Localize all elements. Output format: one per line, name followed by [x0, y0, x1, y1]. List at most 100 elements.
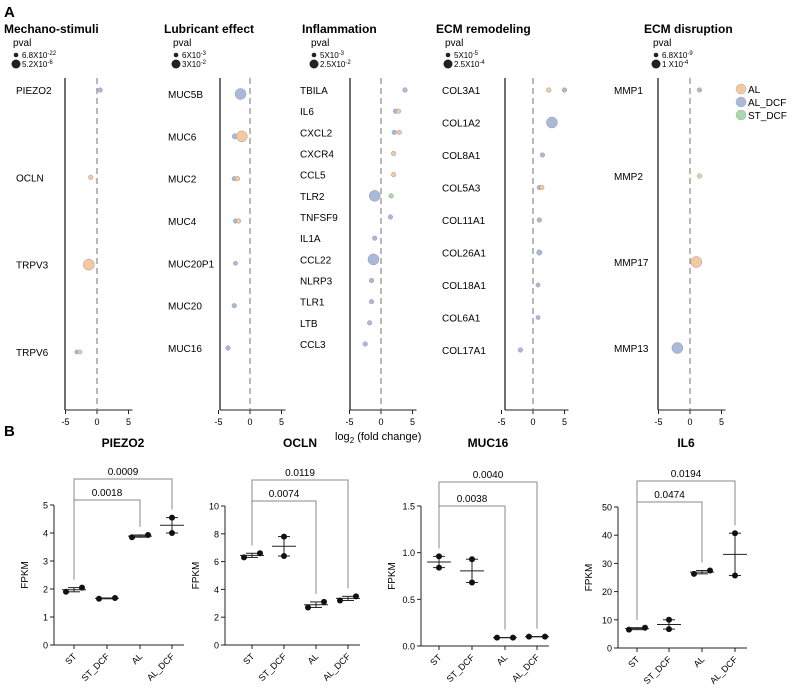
- y-axis-label: FPKM: [191, 562, 202, 590]
- data-point-st: [63, 588, 69, 595]
- gene-label: TRPV3: [16, 261, 49, 272]
- x-tick-label: AL: [130, 651, 145, 666]
- pval-size-small: [13, 52, 19, 58]
- gene-label: TRPV6: [16, 348, 49, 359]
- panel-title: Mechano-stimuli: [4, 22, 99, 36]
- bubble-col5a3-al: [539, 184, 545, 191]
- panel-title: ECM disruption: [644, 22, 733, 36]
- significance-bracket: [636, 501, 703, 620]
- x-tick-label: AL_DCF: [708, 654, 740, 686]
- fpkm-plot-il6: IL6 0 10 20 30 40 50 FPKM ST ST_DCF AL AL_DCF 0.0474…: [584, 436, 747, 686]
- gene-label: MUC4: [168, 217, 197, 228]
- x-axis-label: log2 (fold change): [335, 431, 421, 445]
- bubble-col3a1-al: [546, 87, 552, 93]
- data-point-st: [626, 626, 632, 633]
- y-tick-label: 0.5: [402, 595, 415, 605]
- bubble-ccl3-al_dcf: [362, 341, 368, 347]
- data-point-st_dcf: [666, 626, 672, 633]
- bubble-cxcr4-al: [391, 150, 397, 157]
- data-point-st: [257, 550, 263, 557]
- gene-label: COL11A1: [442, 216, 486, 227]
- data-point-al: [305, 604, 311, 611]
- x-tick-label: 0: [94, 417, 99, 427]
- y-tick-label: 5: [43, 501, 48, 511]
- gene-label: IL1A: [300, 234, 321, 245]
- x-tick-label: 5: [126, 417, 131, 427]
- p-value-label: 0.0038: [457, 494, 488, 505]
- gene-label: TNFSF9: [300, 213, 338, 224]
- panel-b-label: B: [4, 423, 15, 440]
- y-tick-label: 30: [602, 559, 612, 569]
- data-point-al_dcf: [542, 633, 548, 640]
- gene-label: CCL22: [300, 255, 332, 266]
- gene-label: MMP2: [614, 172, 643, 183]
- bubble-panel-inflammation: Inflammation pval 5X10-32.5X10-2 -5 0 5 TBILA I…: [300, 22, 417, 427]
- gene-label: CCL3: [300, 340, 326, 351]
- x-tick-label: -5: [497, 417, 505, 427]
- data-point-al_dcf: [169, 530, 175, 536]
- x-tick-label: AL_DCF: [145, 651, 177, 683]
- bubble-tlr2-al_dcf: [368, 190, 381, 202]
- gene-label: TLR2: [300, 192, 325, 203]
- x-tick-label: ST: [626, 654, 642, 670]
- p-value-label: 0.0194: [671, 469, 702, 480]
- gene-label: CXCR4: [300, 150, 334, 161]
- pval-large-label: 5.2X10-6: [22, 60, 53, 69]
- x-tick-label: ST_DCF: [445, 652, 477, 684]
- bubble-tlr2-st_dcf: [388, 193, 394, 199]
- x-tick-label: -5: [214, 417, 222, 427]
- data-point-st_dcf: [666, 616, 672, 623]
- bubble-tlr1-al_dcf: [369, 299, 375, 305]
- data-point-st_dcf: [112, 594, 118, 601]
- pval-legend-title: pval: [445, 38, 463, 49]
- y-tick-label: 4: [214, 585, 219, 595]
- data-point-al_dcf: [169, 514, 175, 521]
- gene-label: MUC20: [168, 302, 202, 313]
- pval-size-large: [11, 59, 21, 69]
- y-tick-label: 0: [214, 641, 219, 651]
- gene-label: COL5A3: [442, 184, 481, 195]
- bubble-muc20p1-al_dcf: [233, 260, 238, 266]
- bubble-muc2-al: [234, 176, 240, 182]
- y-tick-label: 4: [43, 529, 48, 539]
- pval-legend-title: pval: [653, 38, 671, 49]
- legend-label-al: AL: [748, 85, 761, 96]
- panel-a-label: A: [4, 4, 15, 21]
- x-tick-label: ST: [63, 651, 79, 667]
- y-axis-label: FPKM: [20, 561, 31, 589]
- pval-size-large: [443, 59, 453, 69]
- p-value-label: 0.0119: [285, 468, 315, 479]
- bubble-col8a1-al_dcf: [539, 152, 546, 158]
- plot-title: MUC16: [468, 436, 509, 450]
- y-tick-label: 50: [602, 503, 612, 513]
- data-point-st: [436, 564, 442, 571]
- data-point-st: [241, 554, 247, 561]
- y-tick-label: 1.0: [402, 548, 415, 558]
- y-tick-label: 0: [607, 644, 612, 654]
- x-label-rest: (fold change): [354, 431, 421, 443]
- y-tick-label: 6: [214, 557, 219, 567]
- x-tick-label: 0: [378, 417, 383, 427]
- gene-label: COL17A1: [442, 346, 486, 357]
- x-tick-label: 5: [562, 417, 567, 427]
- pval-size-large: [651, 59, 661, 69]
- bubble-col3a1-al_dcf: [561, 87, 568, 93]
- data-point-al_dcf: [732, 530, 738, 537]
- x-tick-label: 5: [410, 417, 415, 427]
- bubble-ocln-al: [88, 174, 94, 180]
- x-tick-label: 5: [719, 417, 724, 427]
- bubble-cxcl2-al: [396, 129, 402, 135]
- bubble-mmp2-al: [696, 173, 703, 179]
- bubble-mmp17-al: [690, 256, 703, 268]
- data-point-al_dcf: [732, 572, 738, 579]
- pval-large-label: 2.5X10-4: [454, 60, 485, 69]
- bubble-col26a1-al_dcf: [536, 249, 543, 256]
- x-tick-label: ST: [241, 651, 257, 667]
- plot-title: OCLN: [283, 436, 317, 450]
- pval-large-label: 3X10-2: [182, 60, 207, 69]
- gene-label: COL18A1: [442, 281, 486, 292]
- bubble-trpv3-al: [83, 258, 95, 271]
- bubble-panel-mechano-stimuli: Mechano-stimuli pval 6.8X10-225.2X10-6 -5 0 5…: [4, 22, 133, 427]
- legend: AL AL_DCF ST_DCF: [735, 83, 787, 122]
